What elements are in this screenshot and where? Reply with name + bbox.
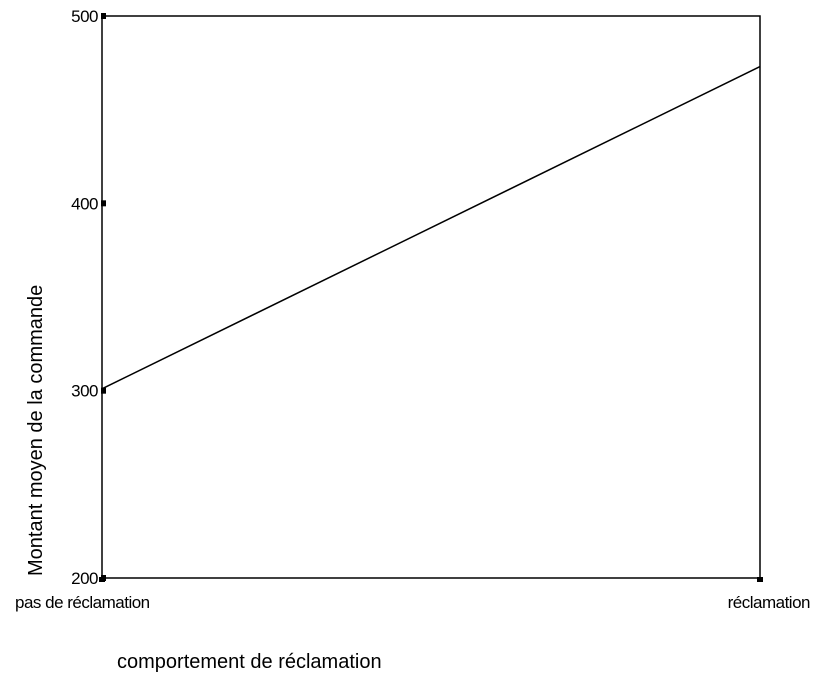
y-tick-label: 400 bbox=[71, 194, 98, 213]
x-tick-label: pas de réclamation bbox=[15, 593, 150, 612]
x-tick-label: réclamation bbox=[728, 593, 810, 612]
y-tick-label: 500 bbox=[71, 7, 98, 26]
series-line bbox=[101, 65, 761, 390]
y-axis-ticks: 200 300 400 500 bbox=[71, 7, 106, 588]
x-axis-ticks: pas de réclamation réclamation bbox=[15, 577, 811, 612]
y-tick-mark bbox=[101, 13, 106, 19]
x-tick-mark bbox=[757, 577, 763, 582]
y-tick-label: 300 bbox=[71, 382, 98, 401]
x-axis-title: comportement de réclamation bbox=[117, 651, 382, 673]
y-axis-title: Montant moyen de la commande bbox=[25, 285, 47, 576]
x-tick-mark bbox=[99, 577, 105, 582]
y-tick-label: 200 bbox=[71, 569, 98, 588]
y-tick-mark bbox=[101, 200, 106, 207]
plot-frame bbox=[101, 15, 761, 579]
series-lines bbox=[101, 65, 761, 390]
y-tick-mark bbox=[101, 387, 106, 394]
